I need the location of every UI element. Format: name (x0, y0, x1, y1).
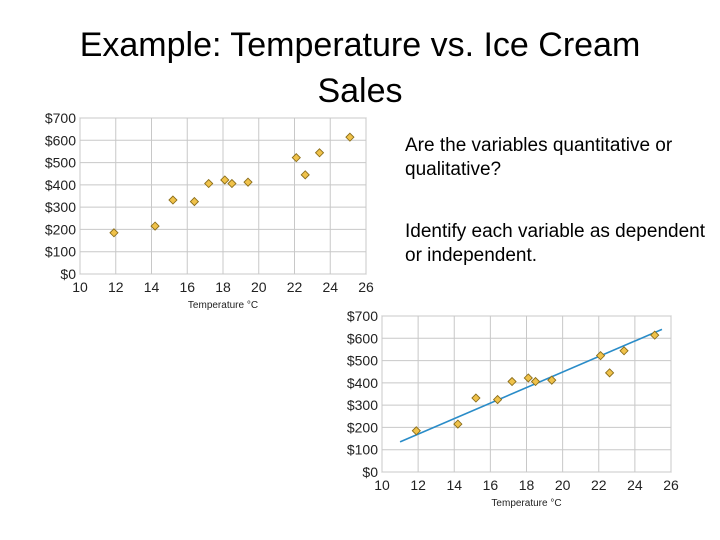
x-tick-label: 10 (72, 279, 88, 295)
y-tick-label: $200 (45, 221, 76, 237)
x-tick-label: 16 (179, 279, 195, 295)
y-tick-label: $0 (362, 464, 378, 480)
data-point (291, 153, 301, 163)
data-point (453, 419, 463, 429)
x-tick-label: 10 (374, 477, 390, 493)
x-tick-label: 20 (251, 279, 267, 295)
data-point (650, 330, 660, 340)
y-tick-label: $400 (45, 177, 76, 193)
x-tick-label: 14 (144, 279, 160, 295)
x-tick-label: 22 (287, 279, 303, 295)
data-point (411, 426, 421, 436)
x-axis-label: Temperature °C (491, 498, 561, 509)
y-tick-label: $700 (347, 308, 378, 324)
x-tick-label: 24 (627, 477, 643, 493)
y-tick-label: $100 (45, 244, 76, 260)
x-tick-label: 26 (358, 279, 374, 295)
data-point (300, 170, 310, 180)
data-point (345, 132, 355, 142)
x-tick-label: 20 (555, 477, 571, 493)
y-tick-label: $200 (347, 419, 378, 435)
data-point (619, 346, 629, 356)
data-point (227, 178, 237, 189)
x-tick-label: 22 (591, 477, 607, 493)
question-dependent-independent: Identify each variable as dependent or i… (405, 221, 705, 266)
question-variable-type: Are the variables quantitative or qualit… (405, 135, 673, 180)
x-axis-label: Temperature °C (188, 300, 258, 311)
trendline (399, 328, 663, 443)
x-tick-label: 18 (215, 279, 231, 295)
y-tick-label: $500 (45, 155, 76, 171)
y-tick-label: $100 (347, 442, 378, 458)
data-point (243, 177, 253, 187)
y-tick-label: $0 (60, 266, 76, 282)
x-tick-label: 12 (410, 477, 426, 493)
slide-title: Example: Temperature vs. Ice Cream Sales (79, 26, 641, 110)
data-point (595, 351, 606, 361)
y-tick-label: $400 (347, 375, 378, 391)
data-point (492, 394, 503, 405)
y-tick-label: $300 (45, 199, 76, 215)
data-point (507, 376, 517, 387)
data-point (604, 368, 615, 378)
y-tick-label: $500 (347, 353, 378, 369)
y-tick-label: $700 (45, 110, 76, 126)
scatter-chart-top: 10 12 14 16 18 20 22 24 26 $0 $100 $200 $300 $400 $500… (45, 110, 374, 311)
y-tick-label: $300 (347, 397, 378, 413)
data-point (314, 148, 325, 158)
data-point (530, 376, 541, 387)
data-point (547, 375, 557, 385)
data-point (204, 178, 214, 189)
x-tick-label: 12 (108, 279, 124, 295)
x-tick-label: 26 (663, 477, 679, 493)
x-tick-label: 14 (446, 477, 462, 493)
data-point (109, 228, 119, 238)
scatter-chart-with-trendline: 10 12 14 16 18 20 22 24 26 $0 $100 $200 $300 $400 $500… (347, 308, 679, 509)
data-point (220, 175, 230, 185)
data-point (150, 221, 160, 231)
x-tick-label: 18 (519, 477, 535, 493)
x-tick-label: 24 (322, 279, 338, 295)
data-point (168, 195, 178, 205)
x-tick-label: 16 (483, 477, 499, 493)
y-tick-label: $600 (45, 132, 76, 148)
data-point (471, 393, 481, 403)
y-tick-label: $600 (347, 330, 378, 346)
data-point (523, 373, 533, 383)
data-point (189, 196, 200, 207)
